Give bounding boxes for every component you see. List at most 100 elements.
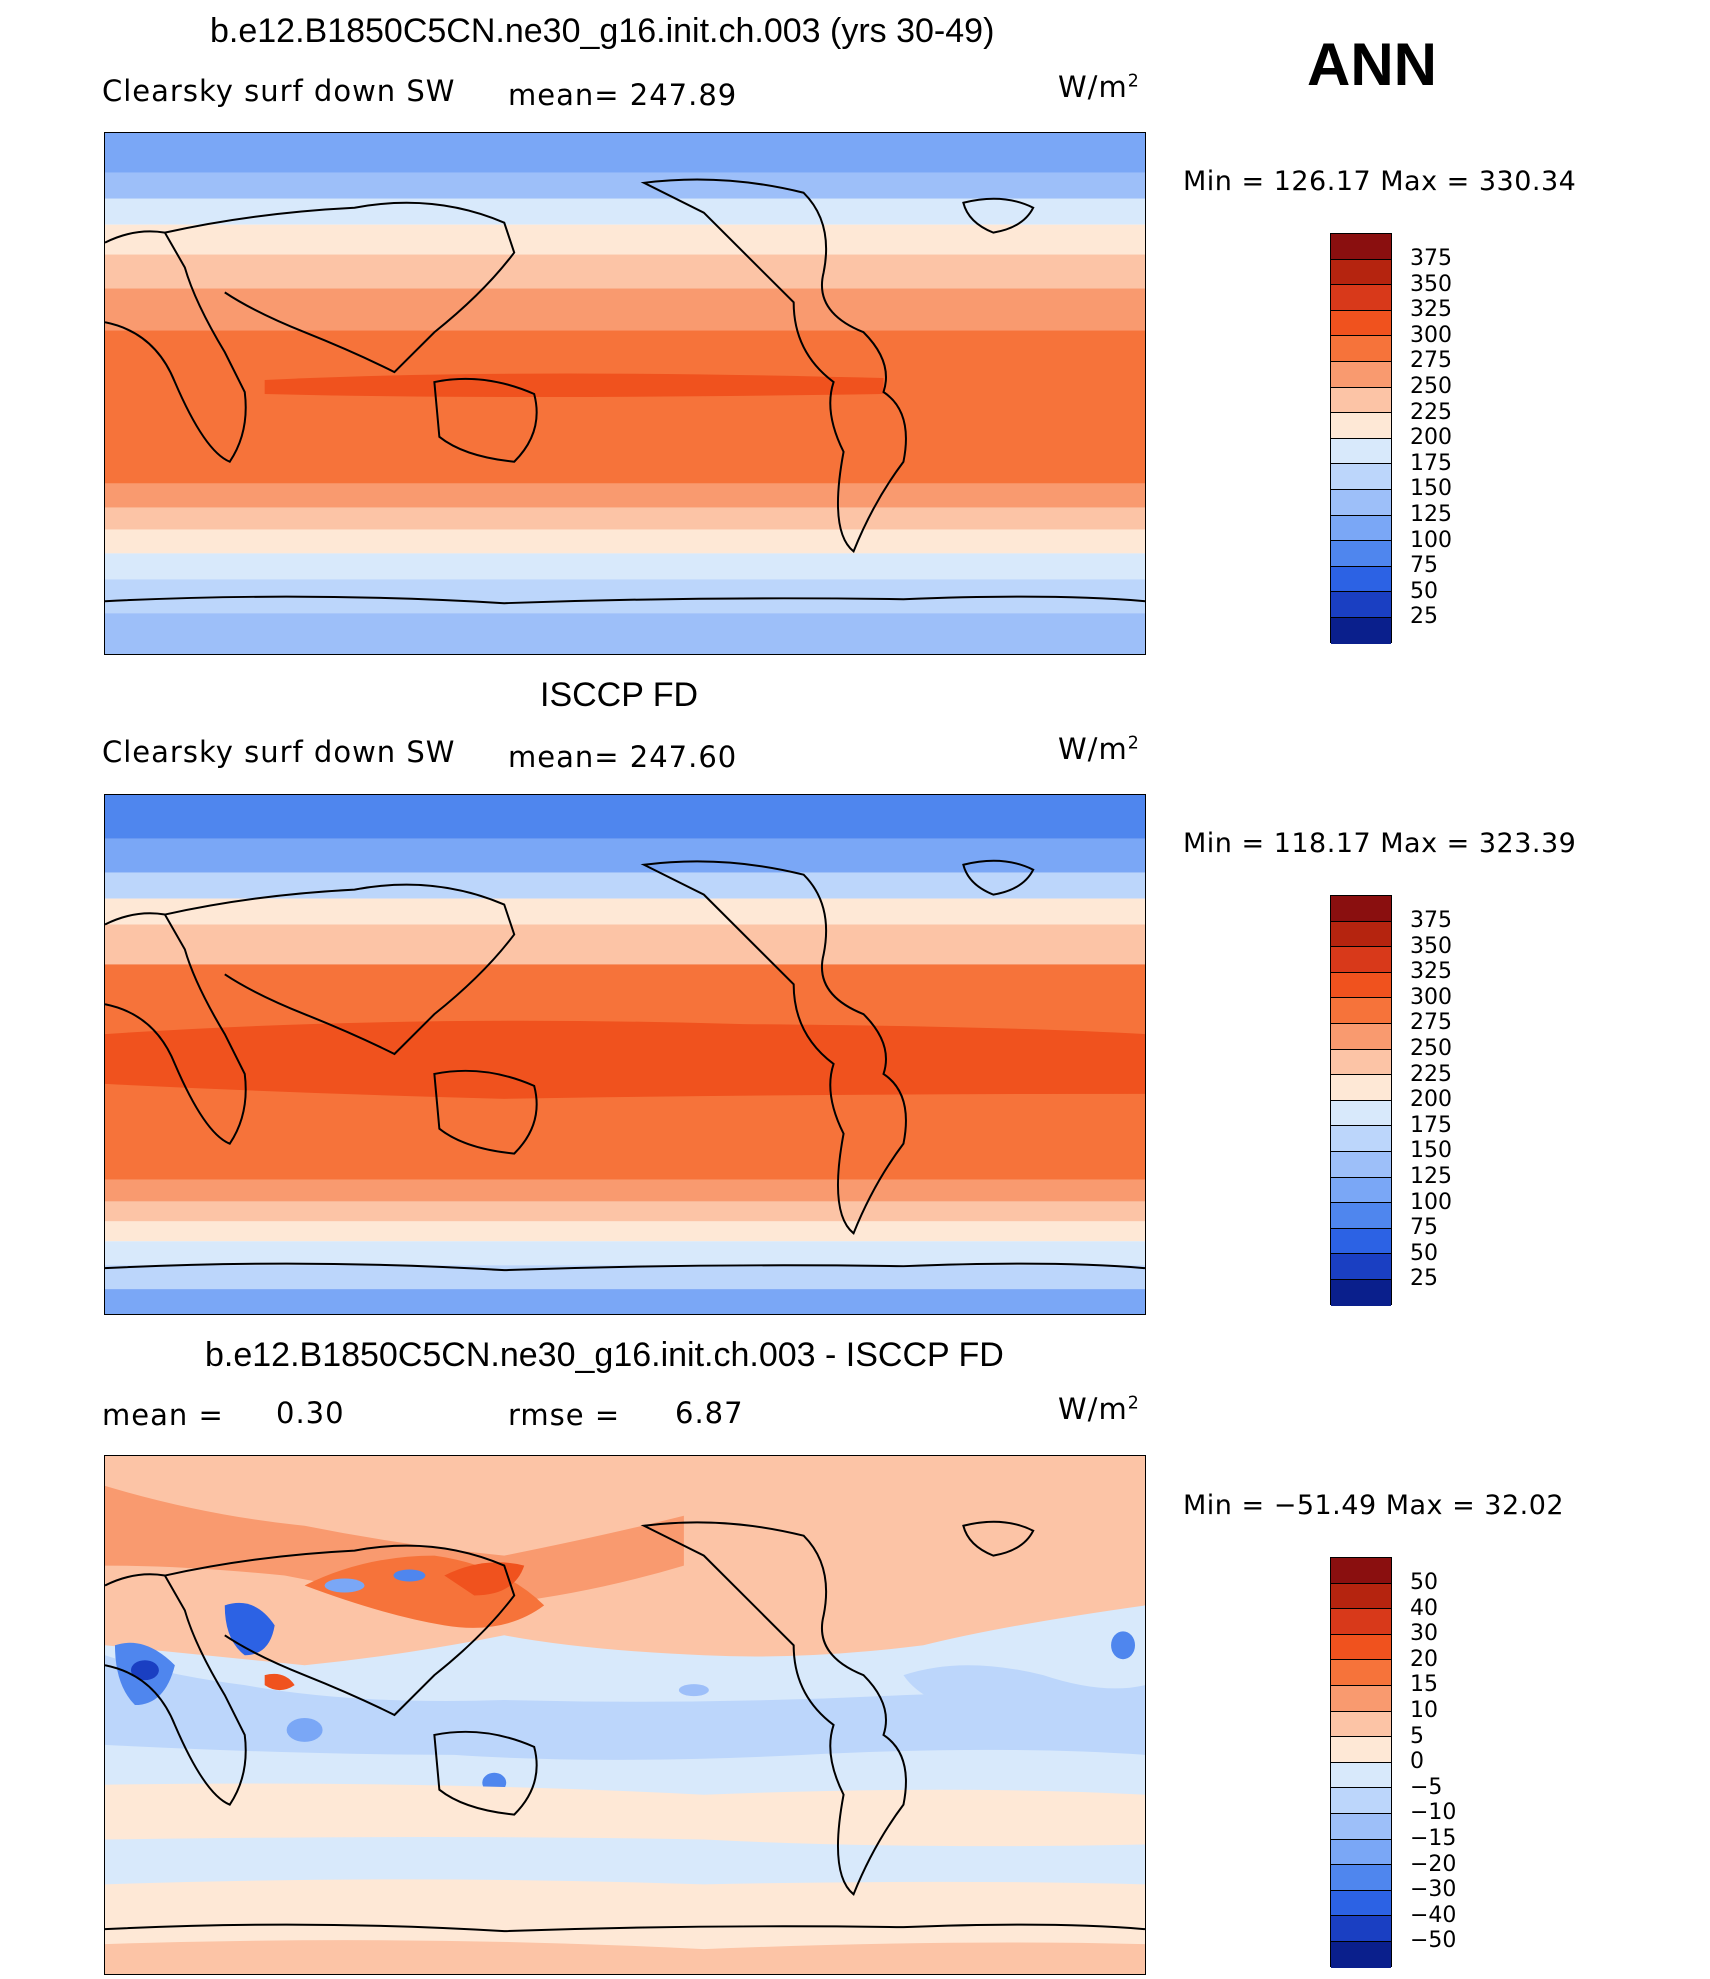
- colorbar-tick: 125: [1410, 1164, 1452, 1189]
- colorbar-tick: 30: [1410, 1621, 1438, 1646]
- colorbar-tick: 0: [1410, 1749, 1424, 1774]
- panel1-mean: mean= 247.89: [508, 78, 738, 112]
- colorbar-box: [1331, 617, 1391, 644]
- colorbar-tick: 50: [1410, 1241, 1438, 1266]
- colorbar-tick: 375: [1410, 908, 1452, 933]
- colorbar-box: [1331, 1151, 1391, 1178]
- colorbar-box: [1331, 361, 1391, 388]
- colorbar-tick: 250: [1410, 374, 1452, 399]
- colorbar-box: [1331, 998, 1391, 1024]
- colorbar-box: [1331, 896, 1391, 922]
- colorbar-tick: 200: [1410, 1087, 1452, 1112]
- colorbar-tick: 350: [1410, 272, 1452, 297]
- colorbar-box: [1331, 1839, 1391, 1866]
- panel2-mean: mean= 247.60: [508, 740, 738, 774]
- colorbar-tick: −5: [1410, 1775, 1443, 1800]
- colorbar-tick: 25: [1410, 604, 1438, 629]
- colorbar-box: [1331, 1762, 1391, 1789]
- colorbar-box: [1331, 566, 1391, 593]
- panel3-mean-label: mean =: [102, 1398, 224, 1432]
- colorbar-box: [1331, 413, 1391, 439]
- colorbar-box: [1331, 1279, 1391, 1306]
- colorbar-tick: 5: [1410, 1724, 1424, 1749]
- colorbar-box: [1331, 972, 1391, 999]
- panel3-units: W/m2: [1058, 1392, 1140, 1426]
- panel3-rmse-label: rmse =: [508, 1398, 621, 1432]
- colorbar-box: [1331, 310, 1391, 337]
- colorbar-box: [1331, 541, 1391, 567]
- colorbar-box: [1331, 1890, 1391, 1917]
- colorbar-box: [1331, 1737, 1391, 1763]
- colorbar-tick: 50: [1410, 1570, 1438, 1595]
- colorbar-box: [1331, 1558, 1391, 1584]
- colorbar-tick: 100: [1410, 528, 1452, 553]
- colorbar-tick: 75: [1410, 1215, 1438, 1240]
- colorbar-box: [1331, 259, 1391, 286]
- colorbar-box: [1331, 1941, 1391, 1968]
- panel3-minmax: Min = −51.49 Max = 32.02: [1183, 1490, 1565, 1521]
- colorbar-box: [1331, 387, 1391, 414]
- colorbar-tick: 375: [1410, 246, 1452, 271]
- panel3-rmse-value: 6.87: [675, 1396, 744, 1430]
- panel2-map: [104, 794, 1146, 1315]
- colorbar-tick: 15: [1410, 1672, 1438, 1697]
- colorbar-box: [1331, 438, 1391, 465]
- panel2-title: ISCCP FD: [540, 676, 699, 714]
- colorbar-box: [1331, 1788, 1391, 1814]
- colorbar-box: [1331, 1660, 1391, 1686]
- colorbar-tick: −20: [1410, 1852, 1457, 1877]
- panel1-map: [104, 132, 1146, 655]
- colorbar-tick: 100: [1410, 1190, 1452, 1215]
- panel3-colorbar: [1330, 1557, 1392, 1968]
- colorbar-box: [1331, 515, 1391, 542]
- colorbar-tick: 20: [1410, 1647, 1438, 1672]
- colorbar-box: [1331, 1711, 1391, 1738]
- panel2-minmax: Min = 118.17 Max = 323.39: [1183, 828, 1577, 859]
- panel1-minmax: Min = 126.17 Max = 330.34: [1183, 166, 1577, 197]
- panel3-mean-value: 0.30: [276, 1396, 345, 1430]
- panel1-colorbar: [1330, 233, 1392, 644]
- colorbar-box: [1331, 1583, 1391, 1610]
- colorbar-box: [1331, 921, 1391, 948]
- colorbar-tick: −10: [1410, 1800, 1457, 1825]
- colorbar-box: [1331, 1023, 1391, 1050]
- season-label: ANN: [1307, 31, 1437, 98]
- colorbar-tick: 250: [1410, 1036, 1452, 1061]
- panel2-units: W/m2: [1058, 732, 1140, 766]
- colorbar-box: [1331, 1075, 1391, 1101]
- panel2-variable: Clearsky surf down SW: [102, 735, 456, 769]
- colorbar-tick: 200: [1410, 425, 1452, 450]
- colorbar-box: [1331, 1228, 1391, 1255]
- panel1-title: b.e12.B1850C5CN.ne30_g16.init.ch.003 (yr…: [210, 12, 995, 50]
- panel2-colorbar: [1330, 895, 1392, 1306]
- colorbar-box: [1331, 1203, 1391, 1229]
- colorbar-box: [1331, 234, 1391, 260]
- colorbar-box: [1331, 1916, 1391, 1942]
- colorbar-tick: 275: [1410, 348, 1452, 373]
- colorbar-box: [1331, 1634, 1391, 1661]
- colorbar-box: [1331, 464, 1391, 490]
- colorbar-box: [1331, 1813, 1391, 1840]
- colorbar-box: [1331, 1126, 1391, 1152]
- panel1-variable: Clearsky surf down SW: [102, 74, 456, 108]
- colorbar-tick: 275: [1410, 1010, 1452, 1035]
- colorbar-tick: 150: [1410, 476, 1452, 501]
- colorbar-box: [1331, 1100, 1391, 1127]
- panel1-units: W/m2: [1058, 70, 1140, 104]
- colorbar-box: [1331, 285, 1391, 311]
- colorbar-tick: 325: [1410, 297, 1452, 322]
- colorbar-box: [1331, 592, 1391, 618]
- colorbar-tick: −30: [1410, 1877, 1457, 1902]
- colorbar-box: [1331, 1254, 1391, 1280]
- colorbar-tick: 300: [1410, 985, 1452, 1010]
- colorbar-box: [1331, 1865, 1391, 1891]
- colorbar-box: [1331, 336, 1391, 362]
- colorbar-tick: 175: [1410, 451, 1452, 476]
- colorbar-tick: 125: [1410, 502, 1452, 527]
- panel3-map: [104, 1455, 1146, 1975]
- colorbar-tick: 10: [1410, 1698, 1438, 1723]
- colorbar-tick: −15: [1410, 1826, 1457, 1851]
- colorbar-box: [1331, 1685, 1391, 1712]
- colorbar-tick: −50: [1410, 1928, 1457, 1953]
- colorbar-tick: 25: [1410, 1266, 1438, 1291]
